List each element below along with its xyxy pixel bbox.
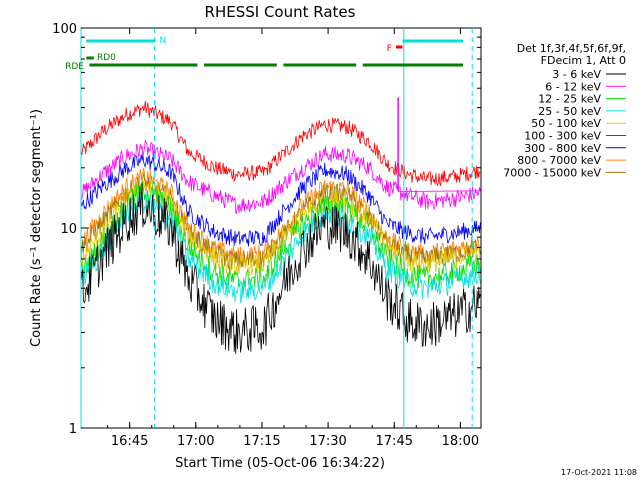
status-label-n: N <box>160 36 167 46</box>
legend-label: 50 - 100 keV <box>531 117 601 130</box>
x-axis-label: Start Time (05-Oct-06 16:34:22) <box>175 456 385 471</box>
legend-label: 25 - 50 keV <box>538 105 601 118</box>
chart-title: RHESSI Count Rates <box>205 3 356 21</box>
series-lines <box>81 97 481 354</box>
x-axis: 16:45 17:00 17:15 17:30 17:45 18:00 <box>107 28 479 449</box>
plot-frame <box>80 27 482 429</box>
legend: Det 1f,3f,4f,5f,6f,9f, FDecim 1, Att 0 3… <box>503 42 626 179</box>
status-label-rde: RDE <box>65 62 84 72</box>
legend-header-line-2: FDecim 1, Att 0 <box>541 54 626 67</box>
y-axis-label: Count Rate (s⁻¹ detector segment⁻¹) <box>29 109 44 347</box>
series-line-300-800keV <box>81 154 481 247</box>
legend-label: 300 - 800 keV <box>524 142 601 155</box>
status-label-f: F <box>387 44 392 54</box>
x-tick-label: 17:30 <box>309 434 346 449</box>
x-tick-label: 17:45 <box>376 434 413 449</box>
legend-label: 3 - 6 keV <box>552 68 601 81</box>
plot-area: N RD0 RDE F <box>65 27 482 429</box>
x-tick-label: 18:00 <box>442 434 479 449</box>
status-label-rd0: RD0 <box>97 53 116 63</box>
y-tick-label: 1 <box>69 422 77 437</box>
y-tick-label: 10 <box>60 222 77 237</box>
legend-label: 100 - 300 keV <box>524 130 601 143</box>
series-line-25-50keV <box>81 191 481 304</box>
y-axis: 1 10 100 <box>52 22 481 437</box>
timestamp: 17-Oct-2021 11:08 <box>561 468 637 477</box>
status-bars: N RD0 RDE F <box>65 36 463 72</box>
x-tick-label: 17:00 <box>177 434 214 449</box>
x-tick-label: 16:45 <box>111 434 148 449</box>
y-tick-label: 100 <box>52 22 77 37</box>
series-line-100-300keV <box>81 100 481 187</box>
legend-label: 6 - 12 keV <box>545 80 601 93</box>
series-line-50-100keV <box>81 178 481 276</box>
legend-label: 7000 - 15000 keV <box>503 166 601 179</box>
x-tick-label: 17:15 <box>243 434 280 449</box>
series-line-12-25keV <box>81 180 481 293</box>
legend-header-line-1: Det 1f,3f,4f,5f,6f,9f, <box>517 42 626 55</box>
legend-label: 12 - 25 keV <box>538 93 601 106</box>
series-line-3-6keV <box>81 182 481 354</box>
legend-label: 800 - 7000 keV <box>517 154 601 167</box>
series-line-6-12keV <box>81 140 481 215</box>
